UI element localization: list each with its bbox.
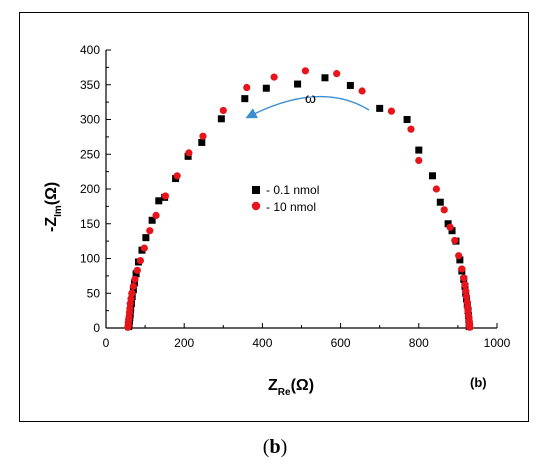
data-point-square [294, 80, 302, 88]
data-point-square [456, 256, 464, 264]
legend-marker-circle [251, 201, 261, 211]
x-tick-label: 400 [252, 336, 272, 350]
data-point-square [436, 198, 444, 206]
x-tick-label: 200 [174, 336, 194, 350]
y-tick-label: 250 [80, 147, 100, 161]
data-point-circle [133, 266, 141, 274]
data-point-circle [129, 282, 137, 290]
data-point-square [376, 104, 384, 112]
x-tick-label: 800 [409, 336, 429, 350]
data-point-circle [136, 256, 145, 265]
y-tick-label: 100 [80, 252, 100, 266]
data-point-circle [185, 149, 193, 157]
x-axis-title: ZRe(Ω) [268, 377, 314, 398]
data-point-circle [440, 206, 448, 214]
data-point-circle [140, 244, 148, 252]
data-point-circle [270, 73, 278, 81]
data-point-circle [415, 156, 423, 165]
data-point-circle [333, 70, 341, 78]
data-point-square [415, 146, 423, 154]
data-point-circle [462, 293, 471, 301]
legend-marker-square [252, 186, 260, 194]
data-point-circle [460, 274, 468, 282]
data-point-circle [243, 83, 251, 92]
data-point-circle [152, 211, 160, 220]
data-point-circle [128, 289, 136, 297]
data-point-circle [407, 125, 415, 133]
data-point-circle [466, 323, 474, 331]
figure-caption: (b) [262, 436, 288, 458]
panel-label: (b) [470, 375, 487, 390]
figure-frame [19, 12, 529, 422]
data-point-square [198, 138, 206, 146]
y-tick-label: 300 [80, 113, 100, 127]
data-point-circle [451, 236, 459, 245]
data-marks [124, 67, 474, 331]
data-point-circle [455, 252, 463, 260]
data-point-square [148, 216, 156, 224]
data-point-circle [161, 192, 170, 200]
data-point-square [403, 116, 411, 123]
data-point-circle [387, 107, 396, 115]
data-point-square [155, 197, 163, 205]
data-point-circle [219, 106, 227, 115]
data-point-circle [461, 281, 469, 289]
y-tick-label: 400 [80, 43, 100, 57]
data-point-circle [446, 223, 454, 231]
data-point-square [217, 115, 225, 123]
legend-label-series1: - 0.1 nmol [266, 183, 319, 197]
legend-label-series2: - 10 nmol [266, 200, 316, 214]
data-point-circle [458, 265, 466, 273]
data-point-circle [301, 67, 310, 75]
data-point-square [444, 220, 452, 228]
y-tick-label: 50 [87, 286, 101, 300]
data-point-circle [146, 227, 154, 235]
y-tick-label: 350 [80, 78, 100, 92]
data-point-circle [173, 172, 181, 180]
x-tick-label: 0 [103, 336, 110, 350]
data-point-circle [358, 87, 366, 95]
y-tick-label: 150 [80, 217, 100, 231]
legend: - 0.1 nmol - 10 nmol [251, 183, 319, 214]
omega-annotation: ω [305, 90, 316, 106]
y-axis-title: -ZIm(Ω) [43, 182, 64, 232]
data-point-square [448, 227, 456, 235]
data-point-square [428, 172, 436, 180]
x-tick-label: 600 [331, 336, 351, 350]
x-tick-label: 1000 [484, 336, 511, 350]
data-point-square [132, 270, 140, 278]
y-tick-label: 0 [93, 321, 100, 335]
data-point-square [346, 81, 354, 89]
data-point-circle [131, 275, 139, 283]
data-point-circle [127, 295, 135, 303]
axes: 0 200 400 600 800 1000 0 50 100 150 200 250 300 350 40… [80, 43, 511, 350]
data-point-square [142, 234, 150, 242]
data-point-square [262, 84, 270, 92]
data-point-circle [199, 132, 207, 140]
omega-arrow-icon [245, 95, 370, 119]
y-tick-label: 200 [80, 182, 100, 196]
data-point-circle [462, 287, 470, 295]
data-point-square [321, 74, 329, 82]
data-point-square [241, 95, 249, 103]
data-point-circle [432, 185, 440, 193]
